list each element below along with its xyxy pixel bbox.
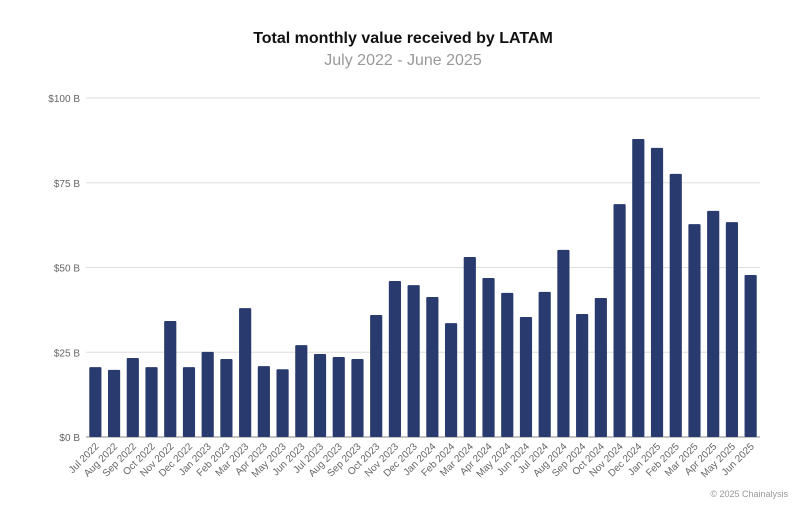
y-tick-label: $25 B — [54, 348, 80, 359]
bar — [501, 292, 514, 437]
bar — [332, 356, 345, 437]
chart-title: Total monthly value received by LATAM — [253, 30, 553, 47]
bar — [688, 224, 701, 437]
bar — [538, 291, 551, 437]
bar — [257, 366, 270, 437]
bar — [613, 204, 626, 437]
bar — [557, 249, 570, 437]
bar — [576, 313, 589, 437]
y-tick-label: $100 B — [48, 94, 80, 105]
bar — [725, 222, 739, 437]
bar — [295, 345, 308, 437]
bar — [220, 359, 233, 437]
bar — [370, 314, 383, 437]
bar — [126, 358, 139, 437]
bar — [164, 321, 177, 437]
bar — [107, 369, 121, 437]
bar — [407, 285, 420, 437]
bar — [313, 353, 327, 437]
bar — [632, 139, 645, 438]
bar — [482, 278, 495, 437]
bar — [519, 316, 533, 437]
bar — [182, 367, 196, 437]
bar — [201, 351, 214, 437]
bar — [351, 359, 364, 437]
bar — [145, 367, 158, 437]
y-tick-label: $75 B — [54, 179, 80, 190]
y-tick-label: $0 B — [59, 433, 80, 444]
bar — [669, 173, 682, 437]
bar — [444, 323, 458, 437]
chart-subtitle: July 2022 - June 2025 — [324, 52, 482, 69]
bar — [89, 367, 102, 437]
bar — [276, 369, 289, 437]
bar — [426, 296, 439, 437]
bar — [463, 256, 476, 437]
copyright-credit: © 2025 Chainalysis — [710, 489, 788, 499]
bar — [650, 147, 664, 437]
bar — [239, 308, 252, 437]
bar — [594, 298, 607, 437]
bar — [388, 281, 402, 437]
bar — [744, 274, 757, 437]
y-tick-label: $50 B — [54, 264, 80, 275]
bar — [707, 210, 720, 437]
